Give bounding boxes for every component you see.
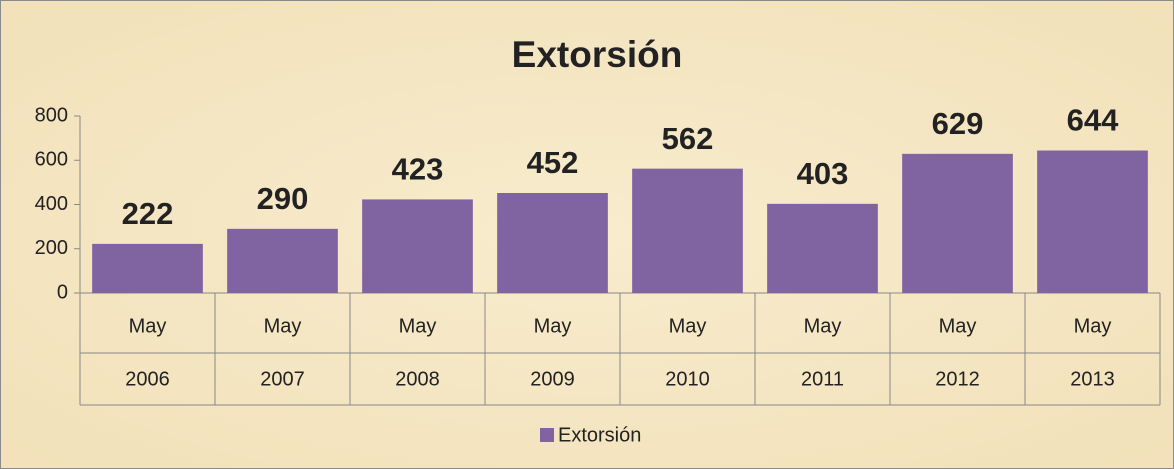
y-tick-label: 800	[35, 104, 68, 126]
legend-label: Extorsión	[558, 424, 641, 446]
x-tick-label: 2006	[125, 368, 170, 390]
data-label: 629	[932, 106, 984, 141]
x-tick-label: May	[534, 315, 572, 337]
data-label: 562	[662, 121, 714, 156]
data-label: 423	[392, 152, 444, 187]
x-tick-label: May	[804, 315, 842, 337]
x-tick-label: 2009	[530, 368, 575, 390]
bar	[1037, 150, 1148, 293]
data-label: 222	[122, 196, 174, 231]
bar	[632, 168, 743, 293]
legend-swatch	[540, 428, 554, 442]
bar	[497, 192, 608, 293]
x-tick-label: 2013	[1070, 368, 1115, 390]
data-label: 290	[257, 181, 309, 216]
bar	[767, 203, 878, 293]
bar	[227, 228, 338, 293]
x-tick-label: May	[399, 315, 437, 337]
x-tick-label: May	[939, 315, 977, 337]
x-tick-label: May	[669, 315, 707, 337]
bar	[92, 243, 203, 293]
bar	[902, 153, 1013, 293]
x-tick-label: 2011	[801, 368, 844, 390]
data-label: 403	[797, 156, 849, 191]
data-label: 452	[527, 145, 579, 180]
x-tick-label: 2007	[260, 368, 305, 390]
y-tick-label: 0	[57, 281, 68, 303]
y-tick-label: 600	[35, 149, 68, 171]
bar	[362, 199, 473, 293]
x-tick-label: 2008	[395, 368, 440, 390]
x-tick-label: May	[1074, 315, 1112, 337]
x-tick-label: May	[264, 315, 302, 337]
data-label: 644	[1067, 103, 1119, 138]
x-tick-label: 2010	[665, 368, 710, 390]
x-tick-label: 2012	[935, 368, 980, 390]
x-tick-label: May	[129, 315, 167, 337]
y-tick-label: 400	[35, 193, 68, 215]
chart-title: Extorsión	[512, 34, 683, 75]
y-tick-label: 200	[35, 237, 68, 259]
